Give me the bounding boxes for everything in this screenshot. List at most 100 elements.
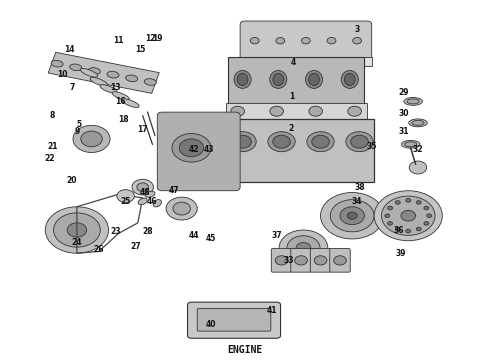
Circle shape — [229, 132, 256, 152]
FancyBboxPatch shape — [228, 119, 374, 182]
Text: 46: 46 — [147, 197, 158, 206]
Ellipse shape — [70, 64, 82, 71]
Text: 47: 47 — [169, 186, 180, 195]
Text: 37: 37 — [271, 231, 282, 240]
Text: 34: 34 — [352, 197, 362, 206]
Circle shape — [67, 223, 87, 237]
Circle shape — [73, 125, 110, 153]
Text: 21: 21 — [48, 141, 58, 150]
Ellipse shape — [90, 77, 107, 86]
Text: 42: 42 — [189, 145, 199, 154]
Text: 18: 18 — [118, 115, 128, 124]
Text: 45: 45 — [206, 234, 216, 243]
Ellipse shape — [407, 99, 419, 104]
Text: 41: 41 — [267, 306, 277, 315]
Circle shape — [45, 207, 109, 253]
Circle shape — [424, 206, 429, 210]
Text: 16: 16 — [116, 97, 126, 106]
Ellipse shape — [100, 85, 117, 93]
Circle shape — [330, 200, 374, 232]
FancyBboxPatch shape — [291, 249, 311, 272]
Text: 3: 3 — [354, 26, 360, 35]
Circle shape — [346, 132, 373, 152]
Bar — [240, 57, 372, 66]
Text: ENGINE: ENGINE — [227, 345, 263, 355]
Text: 23: 23 — [111, 227, 121, 236]
FancyBboxPatch shape — [240, 21, 372, 60]
Text: 20: 20 — [67, 176, 77, 185]
FancyBboxPatch shape — [197, 309, 271, 331]
Circle shape — [348, 106, 362, 116]
Text: 27: 27 — [130, 242, 141, 251]
Circle shape — [401, 210, 416, 221]
Circle shape — [172, 134, 211, 162]
FancyBboxPatch shape — [330, 249, 350, 272]
Text: 35: 35 — [367, 141, 377, 150]
Ellipse shape — [153, 199, 161, 207]
Text: 48: 48 — [140, 188, 150, 197]
Text: 9: 9 — [74, 127, 79, 136]
Circle shape — [294, 256, 307, 265]
Text: 38: 38 — [354, 183, 365, 192]
Circle shape — [137, 183, 148, 192]
Circle shape — [179, 139, 203, 157]
Circle shape — [173, 202, 191, 215]
Text: 15: 15 — [135, 45, 146, 54]
Circle shape — [275, 256, 288, 265]
Circle shape — [309, 106, 322, 116]
Text: 25: 25 — [121, 197, 131, 206]
Ellipse shape — [237, 73, 248, 86]
Circle shape — [287, 236, 320, 260]
Circle shape — [406, 229, 411, 233]
Text: 43: 43 — [203, 145, 214, 154]
Circle shape — [301, 37, 310, 44]
Ellipse shape — [412, 120, 424, 125]
Circle shape — [327, 37, 336, 44]
Circle shape — [231, 106, 245, 116]
Circle shape — [424, 222, 429, 225]
Circle shape — [416, 201, 421, 204]
Circle shape — [296, 243, 311, 253]
Text: 26: 26 — [94, 245, 104, 254]
Circle shape — [273, 135, 290, 148]
Text: 28: 28 — [142, 227, 153, 236]
Ellipse shape — [401, 140, 420, 148]
Circle shape — [388, 222, 392, 225]
Ellipse shape — [145, 79, 156, 85]
Circle shape — [312, 135, 329, 148]
Circle shape — [270, 106, 284, 116]
Text: 7: 7 — [70, 83, 74, 92]
Text: 14: 14 — [64, 45, 75, 54]
Text: 36: 36 — [393, 225, 404, 234]
Text: 11: 11 — [113, 36, 123, 45]
Circle shape — [307, 132, 334, 152]
Circle shape — [117, 190, 134, 203]
Circle shape — [351, 135, 368, 148]
Circle shape — [409, 161, 427, 174]
Circle shape — [276, 37, 285, 44]
Text: 44: 44 — [189, 231, 199, 240]
FancyBboxPatch shape — [310, 249, 331, 272]
Text: 32: 32 — [413, 145, 423, 154]
Ellipse shape — [270, 71, 287, 88]
Ellipse shape — [80, 68, 98, 77]
Text: 40: 40 — [206, 320, 216, 329]
Text: 12: 12 — [145, 35, 155, 44]
Text: 10: 10 — [57, 70, 68, 79]
Circle shape — [132, 179, 153, 195]
Circle shape — [395, 201, 400, 204]
Ellipse shape — [122, 99, 139, 107]
Ellipse shape — [344, 73, 355, 86]
Text: 29: 29 — [398, 88, 409, 97]
Text: 2: 2 — [289, 124, 294, 133]
Ellipse shape — [138, 198, 147, 205]
Circle shape — [347, 212, 357, 219]
FancyBboxPatch shape — [157, 112, 240, 191]
Circle shape — [279, 230, 328, 266]
Circle shape — [406, 199, 411, 202]
Text: 39: 39 — [395, 249, 406, 258]
Circle shape — [427, 214, 432, 217]
FancyBboxPatch shape — [228, 57, 365, 107]
Circle shape — [81, 131, 102, 147]
Text: 22: 22 — [45, 154, 55, 163]
